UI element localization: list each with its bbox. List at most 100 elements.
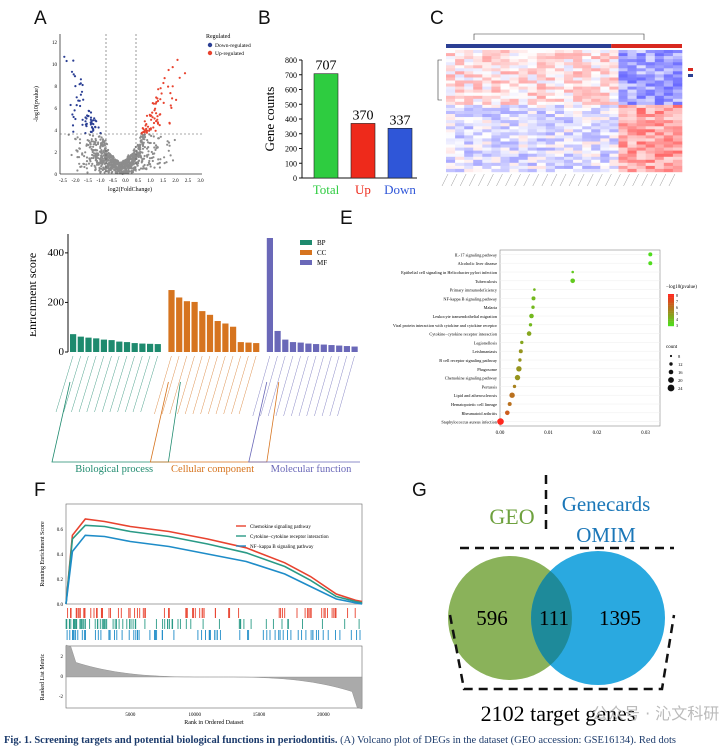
heatmap-cell	[545, 98, 556, 103]
heatmap-cell	[482, 92, 492, 96]
heatmap-cell	[455, 95, 465, 100]
heatmap-cell	[545, 150, 556, 154]
heatmap-cell	[554, 98, 565, 103]
heatmap-cell	[536, 144, 547, 148]
volcano-point	[156, 118, 159, 121]
bar-ytick-label: 400	[285, 115, 297, 124]
volcano-point	[94, 148, 97, 151]
heatmap-cell	[491, 65, 501, 69]
bar-ytick-label: 800	[285, 56, 297, 65]
volcano-legend-down: Down-regulated	[215, 43, 251, 49]
heatmap-cell	[609, 117, 619, 121]
enrich-term-label	[314, 355, 332, 417]
heatmap-cell	[672, 83, 683, 87]
heatmap-cell	[564, 95, 574, 100]
heatmap-cell	[618, 77, 628, 81]
heatmap-cell	[609, 80, 619, 84]
heatmap-cell	[473, 56, 483, 60]
volcano-point	[107, 159, 110, 162]
enrich-ytick: 200	[48, 296, 65, 308]
heatmap-cell	[464, 117, 474, 121]
volcano-point	[113, 162, 116, 166]
heatmap-sample-label	[577, 173, 585, 187]
heatmap-cell	[473, 77, 483, 81]
heatmap-cell	[491, 129, 501, 133]
heatmap-cell	[536, 168, 547, 173]
enrich-ylabel: Enrichment score	[30, 253, 39, 337]
heatmap-cell	[573, 144, 583, 148]
heatmap-cell	[446, 138, 456, 142]
volcano-xtick: -2.5	[59, 179, 67, 184]
panel-label-e: E	[340, 208, 353, 229]
heatmap-cell	[564, 89, 574, 93]
heatmap-cell	[672, 123, 683, 127]
heatmap-cell	[564, 123, 574, 127]
enrich-bar-cc	[237, 342, 244, 352]
heatmap-cell	[618, 114, 628, 118]
heatmap-cell	[473, 150, 483, 154]
heatmap-cell	[464, 126, 474, 130]
bar-ylabel: Gene counts	[262, 87, 277, 152]
dot-size-legend-dot	[668, 377, 674, 383]
heatmap-cell	[536, 111, 547, 115]
heatmap-cell	[536, 117, 547, 121]
volcano-point	[97, 126, 100, 129]
volcano-point	[87, 143, 90, 147]
heatmap-cell	[636, 77, 646, 81]
volcano-point	[89, 160, 92, 163]
heatmap-cell	[618, 83, 628, 87]
heatmap-cell	[627, 111, 637, 115]
heatmap-cell	[527, 144, 538, 148]
heatmap-cell	[500, 101, 510, 106]
volcano-xtick: 2.0	[172, 179, 179, 184]
heatmap-cell	[672, 98, 683, 103]
volcano-point	[165, 161, 168, 164]
volcano-point	[143, 134, 146, 137]
heatmap-cell	[627, 107, 637, 112]
enrich-bar-mf	[313, 344, 320, 352]
heatmap-cell	[609, 123, 619, 127]
heatmap-cell	[654, 144, 665, 148]
volcano-point	[91, 127, 94, 130]
volcano-point	[143, 163, 146, 167]
heatmap-cell	[500, 65, 510, 69]
heatmap-cell	[491, 68, 501, 72]
enrich-ytick: 0	[59, 346, 65, 358]
heatmap-cell	[464, 50, 474, 54]
dot-point	[648, 261, 653, 266]
heatmap-cell	[654, 65, 665, 69]
heatmap-cell	[654, 114, 665, 118]
heatmap-cell	[645, 153, 656, 157]
heatmap-cell	[627, 71, 637, 75]
heatmap-cell	[446, 107, 456, 112]
volcano-point	[76, 149, 79, 152]
heatmap-cell	[527, 135, 538, 139]
volcano-point	[136, 144, 139, 147]
volcano-xtick: 0.5	[135, 179, 142, 184]
enrich-term-label	[140, 355, 158, 413]
volcano-point	[89, 121, 92, 124]
heatmap-cell	[564, 65, 574, 69]
heatmap-cell	[518, 62, 528, 66]
heatmap-sample-label	[632, 173, 639, 187]
heatmap-cell	[564, 138, 574, 142]
volcano-point	[100, 154, 103, 157]
heatmap-cell	[654, 120, 665, 124]
heatmap-cell	[600, 159, 610, 164]
heatmap-cell	[500, 59, 510, 63]
heatmap-cell	[636, 101, 646, 106]
heatmap-cell	[645, 159, 656, 164]
heatmap-cell	[672, 156, 683, 161]
volcano-point	[168, 144, 171, 147]
volcano-point	[139, 139, 142, 142]
heatmap-legend-swatch	[688, 74, 693, 77]
heatmap-cell	[455, 65, 465, 69]
enrich-bar-cc	[168, 290, 175, 352]
heatmap-cell	[645, 132, 656, 136]
heatmap-cell	[500, 132, 510, 136]
dot-colorbar-cell	[668, 295, 674, 298]
heatmap-cell	[582, 65, 592, 69]
venn-right-count: 1395	[599, 606, 641, 630]
heatmap-cell	[455, 74, 465, 78]
